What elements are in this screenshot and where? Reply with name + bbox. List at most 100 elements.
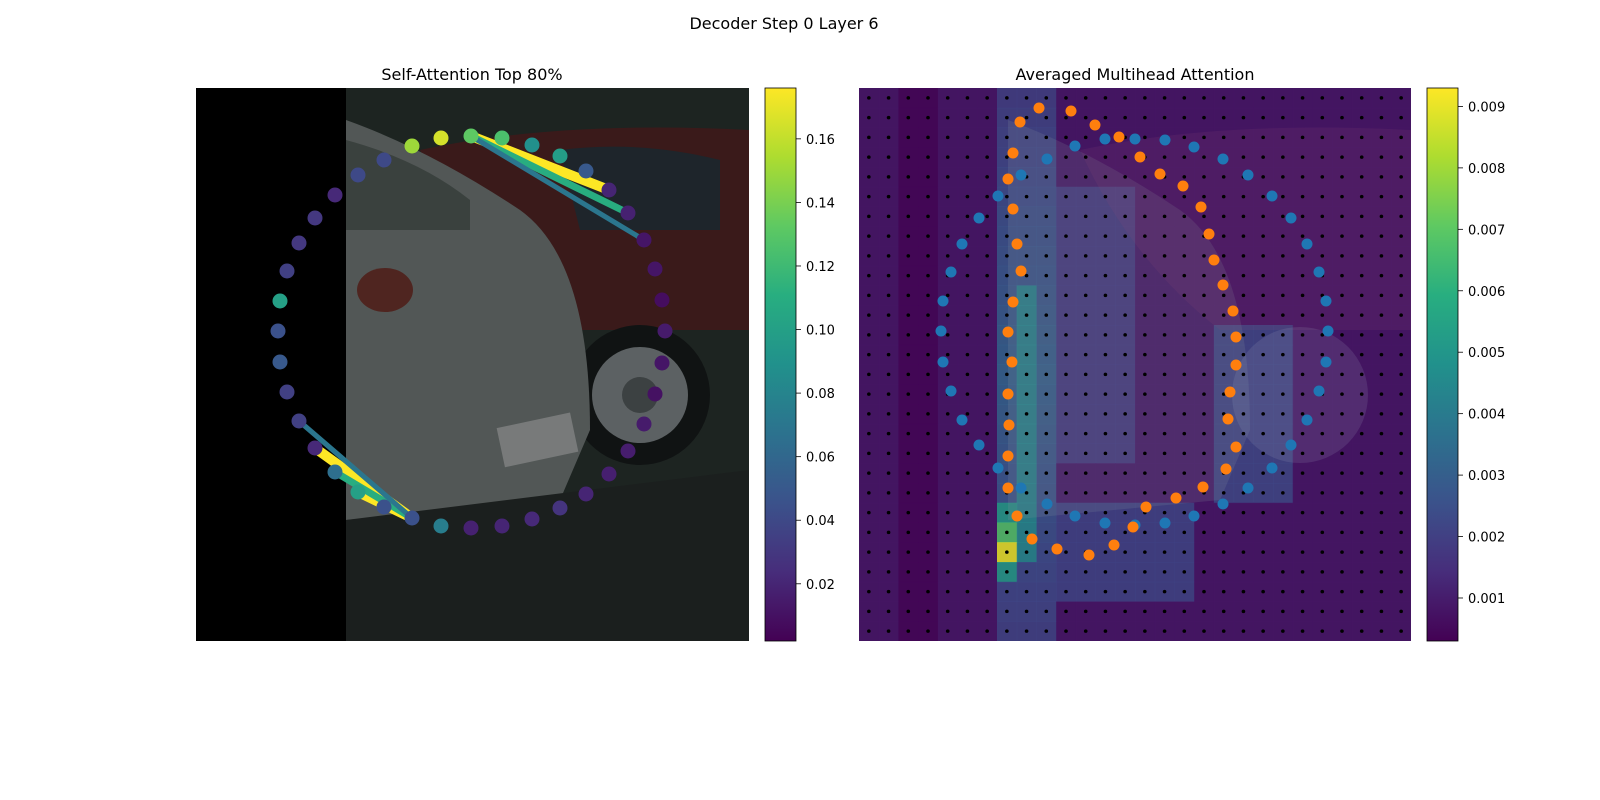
sampling-grid-dot	[906, 194, 911, 199]
sampling-grid-dot	[1162, 194, 1167, 199]
sampling-grid-dot	[1320, 135, 1325, 140]
sampling-grid-dot	[1044, 550, 1049, 554]
reference-point	[973, 439, 985, 451]
sampling-grid-dot	[1399, 471, 1403, 475]
sampling-grid-dot	[1005, 471, 1009, 475]
sampling-grid-dot	[1399, 175, 1403, 179]
sampling-grid-dot	[1359, 254, 1364, 258]
sampling-grid-dot	[1083, 214, 1088, 219]
sampling-grid-dot	[945, 115, 950, 120]
sampling-grid-dot	[1143, 491, 1147, 495]
sampling-grid-dot	[1202, 313, 1206, 317]
sampling-grid-dot	[1162, 273, 1167, 278]
sampling-grid-dot	[1359, 293, 1364, 298]
sampling-grid-dot	[1143, 352, 1147, 357]
sampling-grid-dot	[1261, 372, 1265, 377]
sampling-grid-dot	[985, 570, 989, 574]
sampling-grid-dot	[1300, 412, 1305, 416]
sampling-grid-dot	[1024, 234, 1029, 238]
sampling-grid-dot	[1221, 530, 1226, 535]
reference-point	[1242, 482, 1254, 494]
sampling-grid-dot	[1281, 115, 1285, 120]
sampling-grid-dot	[1340, 530, 1344, 535]
sampling-grid-dot	[1340, 313, 1344, 317]
sampling-grid-dot	[1300, 175, 1305, 179]
sampling-grid-dot	[926, 372, 930, 377]
sampling-grid-dot	[886, 234, 891, 238]
sampling-grid-dot	[1123, 570, 1127, 574]
sampling-grid-dot	[906, 352, 911, 357]
reference-point	[1224, 386, 1236, 398]
sampling-grid-dot	[1340, 451, 1344, 456]
reference-point	[1170, 492, 1182, 504]
query-point	[494, 518, 510, 534]
sampling-grid-dot	[1241, 313, 1246, 317]
sampling-grid-dot	[1281, 530, 1285, 535]
sampling-grid-dot	[906, 589, 911, 594]
sampling-grid-dot	[985, 214, 989, 219]
sampling-grid-dot	[1024, 115, 1029, 120]
sampling-grid-dot	[1083, 194, 1088, 199]
sampling-grid-dot	[1320, 589, 1325, 594]
sampling-grid-dot	[1024, 451, 1029, 456]
sampling-grid-dot	[1340, 352, 1344, 357]
sampling-grid-dot	[886, 629, 891, 633]
sampling-grid-dot	[945, 550, 950, 554]
sampling-grid-dot	[985, 135, 989, 140]
sampling-grid-dot	[1123, 313, 1127, 317]
sampling-grid-dot	[1024, 431, 1029, 436]
query-point	[279, 384, 295, 400]
sampling-grid-dot	[1399, 254, 1403, 258]
reference-point	[1015, 169, 1027, 181]
sampling-grid-dot	[1143, 550, 1147, 554]
sampling-grid-dot	[1281, 175, 1285, 179]
sampling-grid-dot	[1379, 491, 1384, 495]
sampling-grid-dot	[1182, 372, 1187, 377]
sampling-grid-dot	[926, 155, 930, 159]
sampling-grid-dot	[1399, 293, 1403, 298]
sampling-grid-dot	[1399, 530, 1403, 535]
sampling-grid-dot	[1064, 135, 1068, 140]
reference-point	[1217, 153, 1229, 165]
sampling-grid-dot	[906, 451, 911, 456]
sampling-grid-dot	[1221, 273, 1226, 278]
sampling-grid-dot	[1359, 609, 1364, 614]
reference-point	[1197, 481, 1209, 493]
sampling-grid-dot	[1123, 273, 1127, 278]
sampling-grid-dot	[1083, 431, 1088, 436]
sampling-grid-dot	[1261, 451, 1265, 456]
sampling-grid-dot	[985, 352, 989, 357]
query-point	[524, 137, 540, 153]
sampling-grid-dot	[1103, 392, 1108, 396]
query-point	[620, 443, 636, 459]
reference-point	[1069, 140, 1081, 152]
sampling-grid-dot	[1103, 96, 1108, 100]
sampling-grid-dot	[886, 155, 891, 159]
sampling-grid-dot	[1340, 214, 1344, 219]
sampling-grid-dot	[1202, 392, 1206, 396]
sampling-grid-dot	[1123, 175, 1127, 179]
sampling-grid-dot	[1399, 589, 1403, 594]
query-point	[350, 484, 366, 500]
sampling-grid-dot	[1162, 491, 1167, 495]
sampling-grid-dot	[1044, 194, 1049, 199]
reference-point	[1033, 102, 1045, 114]
sampling-grid-dot	[1399, 333, 1403, 337]
reference-point	[1313, 385, 1325, 397]
sampling-grid-dot	[1202, 471, 1206, 475]
sampling-grid-dot	[1320, 570, 1325, 574]
sampling-grid-dot	[867, 372, 871, 377]
sampling-grid-dot	[1241, 372, 1246, 377]
sampling-grid-dot	[1123, 431, 1127, 436]
sampling-grid-dot	[985, 254, 989, 258]
sampling-grid-dot	[926, 609, 930, 614]
sampling-grid-dot	[1182, 293, 1187, 298]
sampling-grid-dot	[1300, 155, 1305, 159]
sampling-grid-dot	[906, 471, 911, 475]
sampling-grid-dot	[1044, 451, 1049, 456]
sampling-grid-dot	[1241, 234, 1246, 238]
sampling-grid-dot	[1261, 313, 1265, 317]
sampling-grid-dot	[1162, 589, 1167, 594]
sampling-grid-dot	[1162, 254, 1167, 258]
sampling-grid-dot	[1202, 629, 1206, 633]
